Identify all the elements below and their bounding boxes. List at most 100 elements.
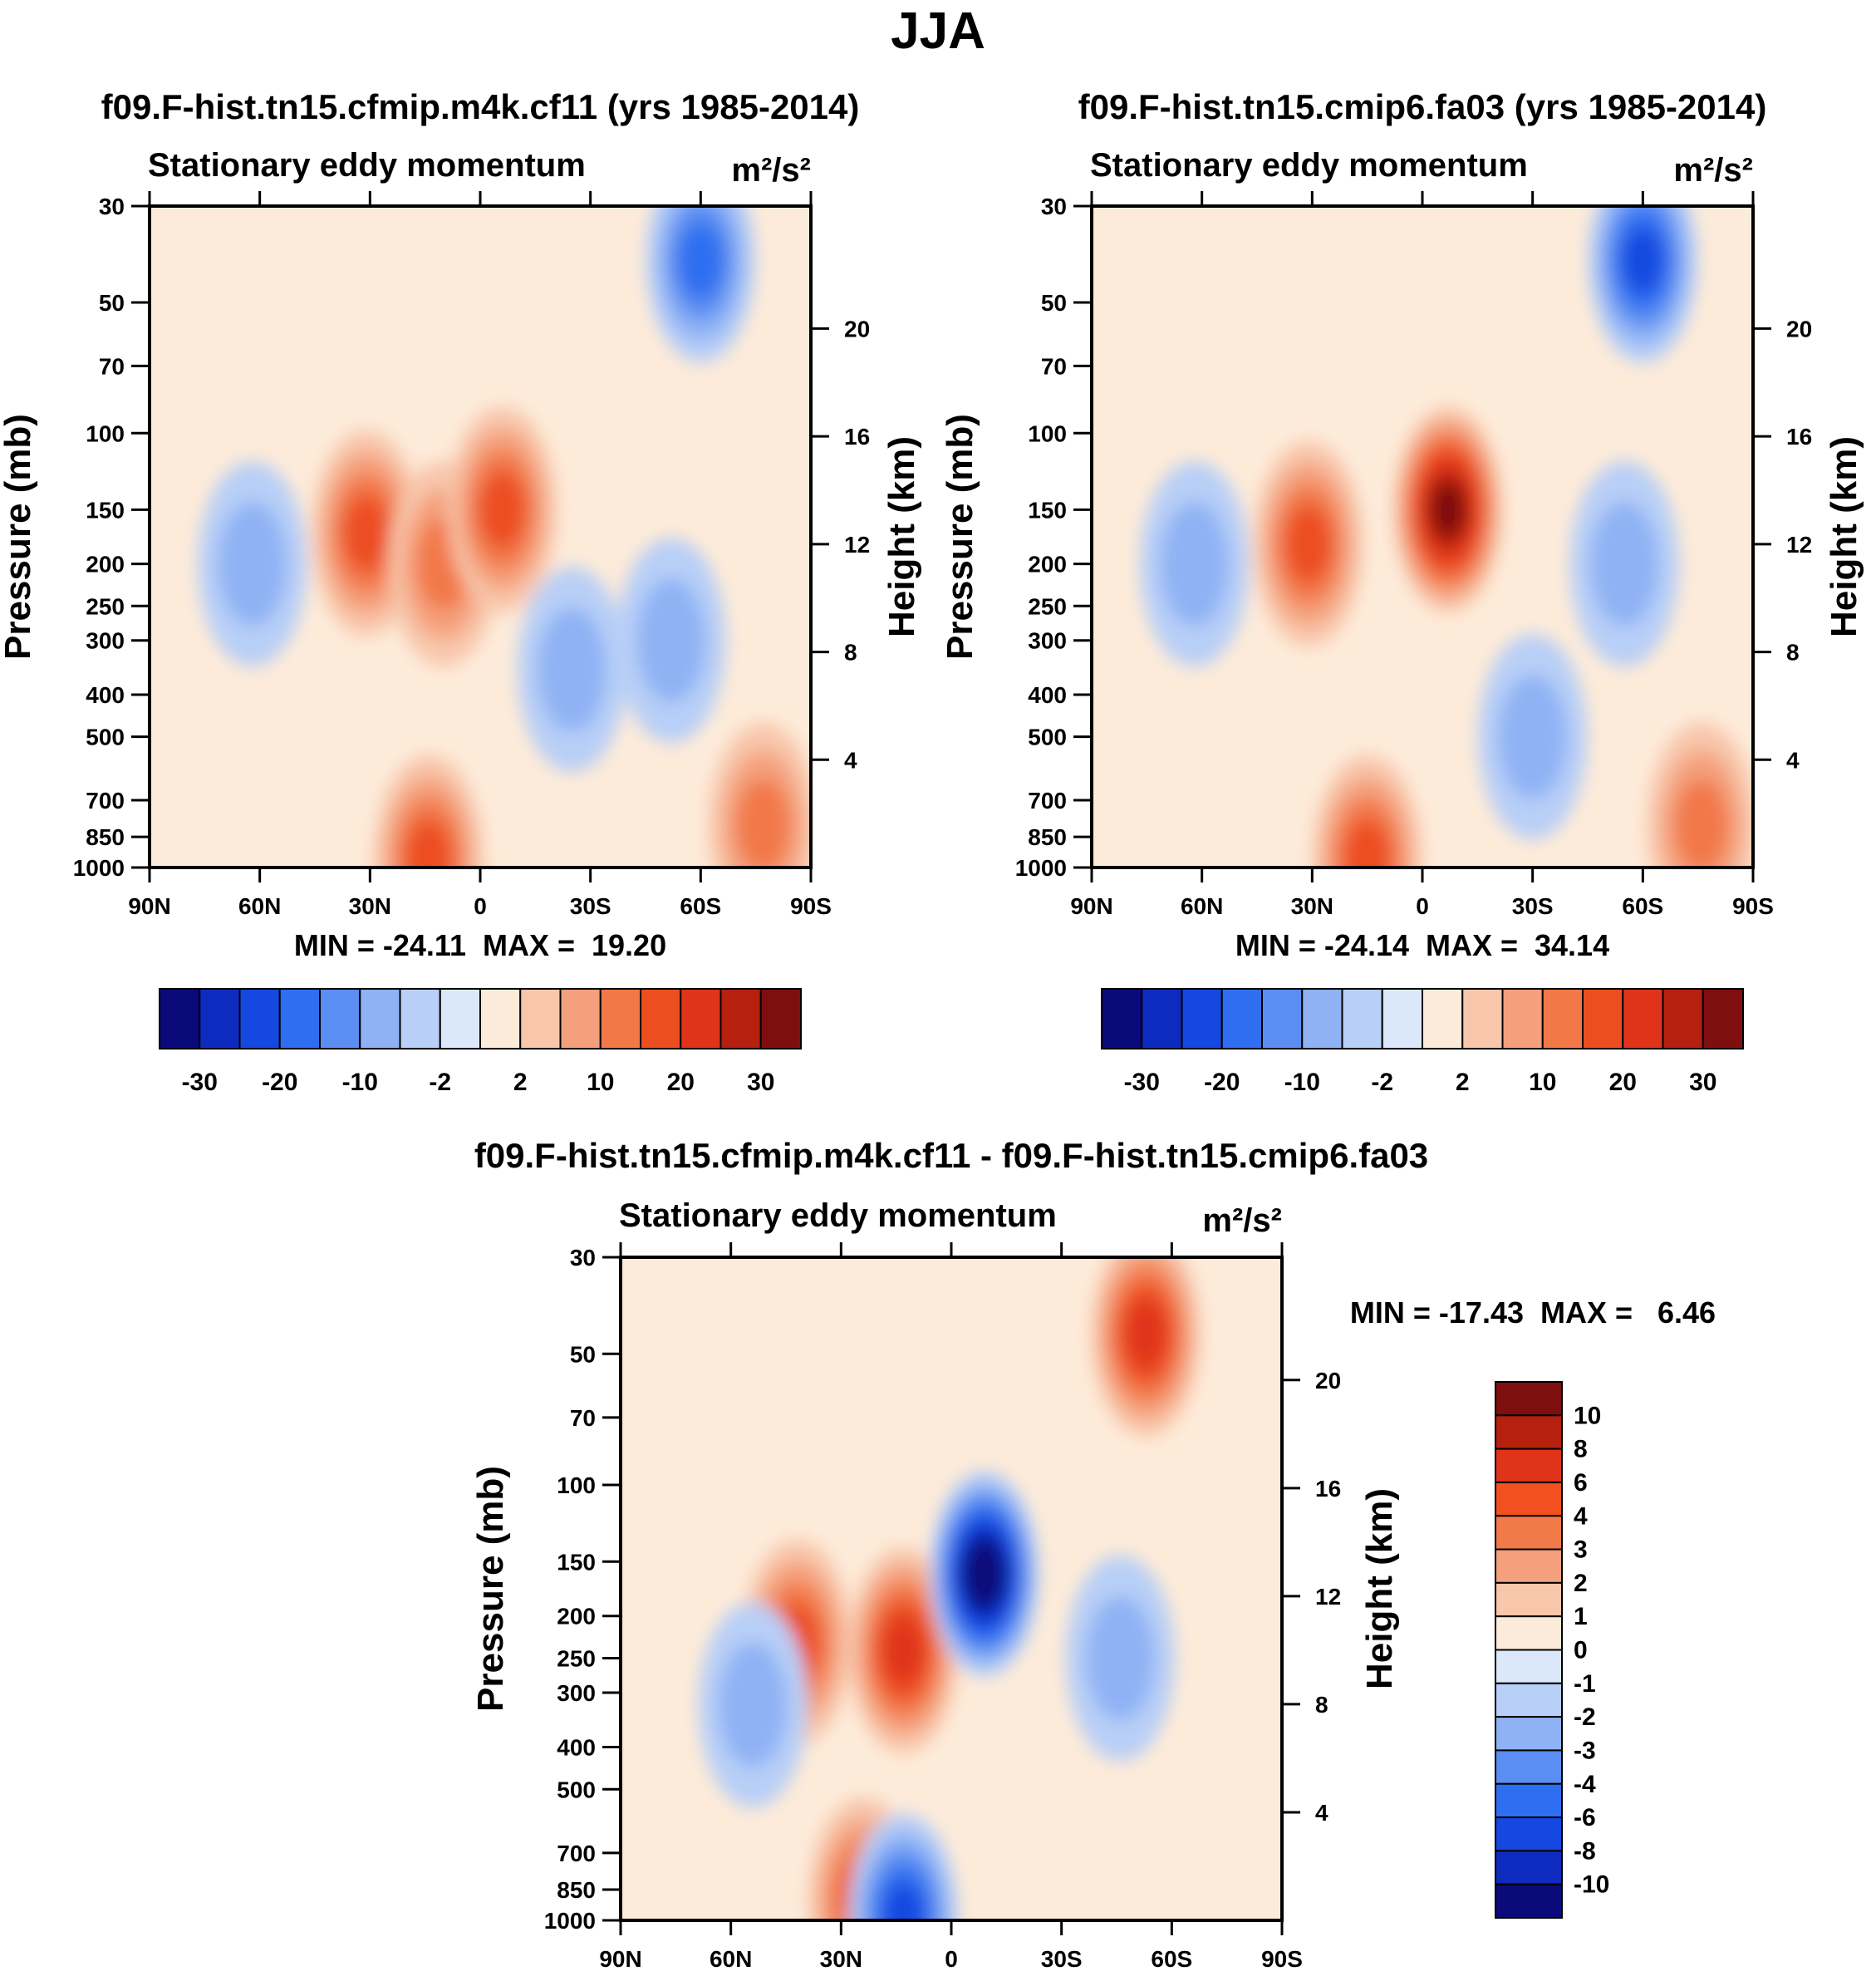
colorbar-label: 20 xyxy=(1609,1069,1637,1096)
x-tick-label: 60S xyxy=(1622,893,1663,919)
x-tick-label: 30S xyxy=(1041,1946,1083,1972)
colorbar-swatch xyxy=(238,988,281,1049)
colorbar-swatch xyxy=(1495,1850,1563,1885)
contour-blob xyxy=(1498,674,1568,799)
panel-3-units: m²/s² xyxy=(1202,1202,1282,1239)
contour-blob xyxy=(883,1884,924,1920)
colorbar-label: 10 xyxy=(1574,1402,1601,1429)
y-tick-label: 400 xyxy=(86,682,125,708)
colorbar-swatch xyxy=(1141,988,1183,1049)
y-tick-label: 1000 xyxy=(1015,855,1067,881)
panel-1-x-axis: 90N 60N 30N 0 30S 60S 90S xyxy=(128,191,832,919)
y-tick-label: 200 xyxy=(86,552,125,578)
x-tick-label: 90S xyxy=(1261,1946,1303,1972)
y-tick-label: 200 xyxy=(1028,552,1067,578)
colorbar-label: 20 xyxy=(667,1069,695,1096)
colorbar-swatch xyxy=(479,988,522,1049)
y2-tick-label: 12 xyxy=(1786,532,1812,558)
colorbar-swatch xyxy=(599,988,641,1049)
panel-2-units: m²/s² xyxy=(1673,152,1753,189)
x-tick-label: 90N xyxy=(128,893,170,919)
panel-3-contours xyxy=(698,1257,1201,1920)
contour-blob xyxy=(218,501,287,627)
x-tick-label: 30S xyxy=(1512,893,1554,919)
y2-tick-label: 4 xyxy=(1786,747,1800,773)
x-tick-label: 90N xyxy=(599,1946,641,1972)
colorbar-label: 0 xyxy=(1574,1637,1588,1664)
colorbar-swatch xyxy=(159,988,201,1049)
colorbar-swatch xyxy=(1220,988,1263,1049)
colorbar-swatch xyxy=(1662,988,1704,1049)
colorbar-label: -8 xyxy=(1574,1837,1596,1865)
contour-blob xyxy=(678,222,724,298)
y2-tick-label: 16 xyxy=(1786,424,1812,450)
colorbar-swatch xyxy=(1495,1615,1563,1651)
colorbar-swatch xyxy=(199,988,241,1049)
y-tick-label: 250 xyxy=(1028,593,1067,619)
panel-2-y-axis: 30 50 70 100 150 200 250 300 400 500 700 850 1000 xyxy=(1015,194,1092,881)
colorbar-swatch xyxy=(1301,988,1343,1049)
colorbar-label: 3 xyxy=(1574,1536,1588,1564)
x-tick-label: 60S xyxy=(680,893,721,919)
y-tick-label: 700 xyxy=(86,788,125,814)
colorbar-swatch xyxy=(640,988,682,1049)
colorbar-swatch xyxy=(1181,988,1223,1049)
figure-title: JJA xyxy=(891,2,985,60)
colorbar-label: -4 xyxy=(1574,1771,1596,1798)
contour-blob xyxy=(344,495,389,572)
colorbar-label: -10 xyxy=(1574,1871,1609,1899)
colorbar-swatch xyxy=(278,988,321,1049)
x-tick-label: 30S xyxy=(570,893,611,919)
colorbar-label: -30 xyxy=(182,1069,218,1096)
panel-1-subtitle: Stationary eddy momentum xyxy=(148,147,586,184)
panel-3-title: f09.F-hist.tn15.cfmip.m4k.cf11 - f09.F-h… xyxy=(474,1136,1428,1175)
contour-blob xyxy=(1432,483,1465,537)
x-tick-label: 90N xyxy=(1070,893,1112,919)
colorbar-label: 6 xyxy=(1574,1469,1588,1497)
colorbar-label: 2 xyxy=(1456,1069,1470,1096)
panel-1-y-axis: 30 50 70 100 150 200 250 300 400 500 700 850 1000 xyxy=(73,194,150,881)
panel-2-contours xyxy=(1140,206,1753,868)
y-tick-label: 500 xyxy=(557,1777,596,1802)
panel-3-y2label: Height (km) xyxy=(1359,1488,1400,1689)
y-tick-label: 150 xyxy=(86,497,125,523)
colorbar-swatch xyxy=(1622,988,1664,1049)
panel-3-ylabel: Pressure (mb) xyxy=(470,1466,511,1712)
panel-2-field xyxy=(1092,206,1753,868)
panel-3: f09.F-hist.tn15.cfmip.m4k.cf11 - f09.F-h… xyxy=(470,1136,1716,1972)
colorbar-label: 30 xyxy=(747,1069,774,1096)
contour-blob xyxy=(718,1642,788,1767)
colorbar-label: -2 xyxy=(429,1069,451,1096)
colorbar-swatch xyxy=(719,988,762,1049)
panel-2-y2-axis: 20 16 12 8 4 xyxy=(1753,316,1812,773)
colorbar-label: 10 xyxy=(587,1069,614,1096)
panel-3-stats: MIN = -17.43 MAX = 6.46 xyxy=(1350,1295,1716,1330)
y-tick-label: 100 xyxy=(86,420,125,446)
panel-1-stats: MIN = -24.11 MAX = 19.20 xyxy=(294,928,666,962)
y-tick-label: 30 xyxy=(1041,194,1067,219)
colorbar-label: -2 xyxy=(1371,1069,1393,1096)
colorbar-swatch xyxy=(1495,1381,1563,1417)
x-tick-label: 60N xyxy=(710,1946,752,1972)
panel-1-y2-axis: 20 16 12 8 4 xyxy=(811,316,870,773)
y2-tick-label: 8 xyxy=(1315,1692,1328,1718)
x-tick-label: 90S xyxy=(1732,893,1774,919)
y-tick-label: 1000 xyxy=(544,1908,596,1934)
contour-blob xyxy=(1623,227,1663,293)
panel-1-field xyxy=(150,206,811,868)
y-tick-label: 50 xyxy=(1041,290,1067,316)
colorbar-swatch xyxy=(1495,1581,1563,1618)
y-tick-label: 850 xyxy=(557,1877,596,1903)
colorbar-swatch xyxy=(1495,1481,1563,1517)
x-tick-label: 30N xyxy=(1291,893,1333,919)
colorbar-swatch xyxy=(1495,1883,1563,1919)
panel-2-stats: MIN = -24.14 MAX = 34.14 xyxy=(1235,928,1609,962)
panel-2-y2label: Height (km) xyxy=(1824,436,1864,637)
colorbar-swatch xyxy=(1495,1414,1563,1450)
y-tick-label: 300 xyxy=(1028,628,1067,654)
colorbar-swatch xyxy=(1582,988,1624,1049)
contour-blob xyxy=(1286,506,1331,583)
y-tick-label: 50 xyxy=(570,1341,596,1367)
